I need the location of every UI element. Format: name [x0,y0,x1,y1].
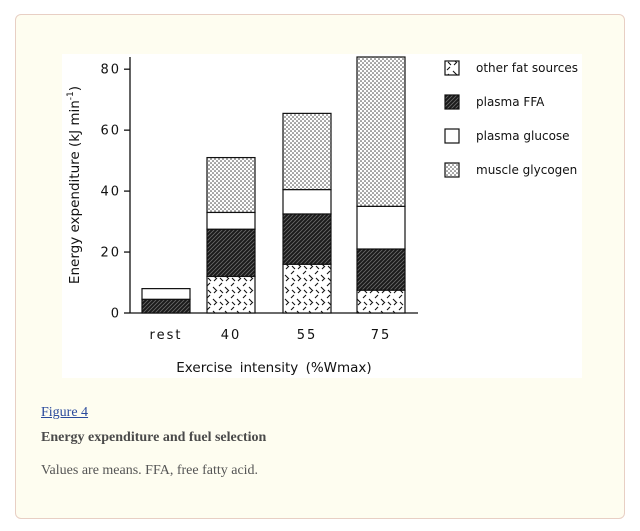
bar-segment [282,112,332,191]
bar-segment [141,288,191,300]
bar-segment [206,275,256,314]
bar-segment [206,211,256,230]
y-tick-label: 60 [100,124,121,139]
legend-swatch [444,162,460,178]
y-axis-label-main: Energy expenditure (kJ min [67,100,83,284]
y-tick-label: 0 [111,307,121,322]
legend-swatch [444,60,460,76]
figure-link[interactable]: Figure 4 [41,405,89,420]
bar-segment [206,156,256,214]
bar-segment [356,248,406,291]
y-ticks: 0 20 40 60 80 [100,63,130,322]
bars [141,56,406,314]
x-tick-labels: rest 40 55 75 [150,328,392,343]
bar-segment [282,213,332,265]
figure-title: Energy expenditure and fuel selection [41,430,267,445]
legend-swatch [444,94,460,110]
x-tick-label: rest [150,328,183,343]
x-tick-label: 40 [221,328,242,343]
y-axis-label-close: ) [67,86,83,91]
x-axis-label: Exercise intensity (%Wmax) [176,360,371,376]
y-axis-label: Energy expenditure (kJ min-1) [66,86,83,284]
y-tick-label: 40 [100,185,121,200]
y-axis-label-sup: -1 [66,91,76,100]
legend-label: plasma FFA [476,95,545,109]
y-tick-label: 20 [100,246,121,261]
legend-label: muscle glycogen [476,163,577,177]
legend-label: plasma glucose [476,129,570,143]
figure-caption: Values are means. FFA, free fatty acid. [41,463,259,478]
legend: other fat sources plasma FFA plasma glucos… [444,60,578,178]
bar-segment [282,188,332,215]
legend-label: other fat sources [476,61,578,75]
bar-segment [356,56,406,207]
legend-swatch [444,128,460,144]
bar-segment [206,228,256,278]
chart-figure: 0 20 40 60 80 rest 40 55 75 Exercise intensity … [62,54,582,378]
stacked-bar-chart: 0 20 40 60 80 rest 40 55 75 Exercise intensity … [66,56,578,376]
y-tick-label: 80 [100,63,121,78]
x-tick-label: 55 [297,328,318,343]
bar-segment [141,298,191,314]
bar-segment [356,289,406,314]
x-tick-label: 75 [371,328,392,343]
bar-segment [282,263,332,314]
bar-segment [356,205,406,250]
